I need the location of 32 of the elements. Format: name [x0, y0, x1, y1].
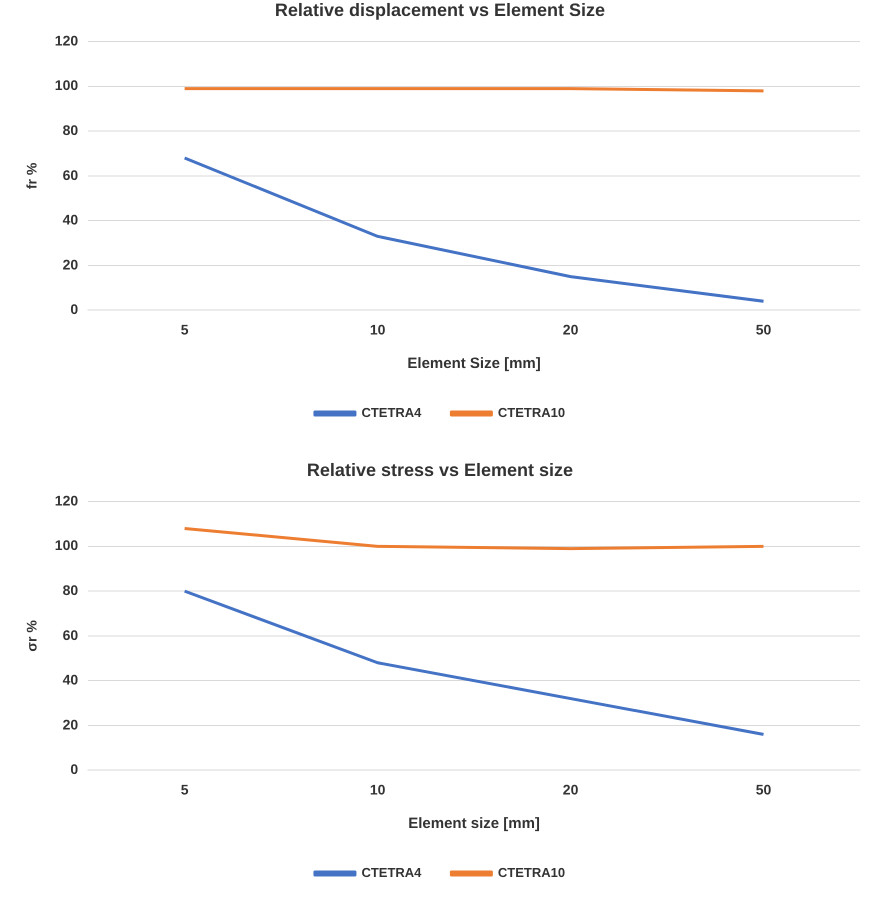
- y-tick-label: 20: [62, 256, 78, 272]
- x-tick-label: 10: [370, 781, 386, 798]
- y-tick-label: 60: [62, 626, 78, 643]
- y-tick-label: 20: [62, 716, 78, 732]
- y-tick-label: 0: [70, 301, 78, 318]
- x-tick-label: 20: [562, 781, 579, 798]
- x-tick-label: 50: [756, 781, 772, 798]
- y-tick-label: 100: [54, 537, 78, 554]
- y-tick-label: 80: [62, 122, 78, 138]
- y-tick-label: 40: [62, 212, 78, 228]
- chart-title: Relative displacement vs Element Size: [274, 0, 606, 20]
- legend-label: CTETRA4: [361, 405, 422, 420]
- x-axis-title: Element size [mm]: [408, 815, 540, 832]
- chart-title: Relative stress vs Element size: [306, 460, 574, 480]
- x-tick-label: 20: [562, 321, 579, 338]
- y-tick-label: 0: [70, 761, 78, 778]
- y-axis-title: σr %: [23, 620, 40, 652]
- x-tick-label: 5: [180, 321, 189, 338]
- y-tick-label: 120: [54, 492, 78, 508]
- x-tick-label: 10: [370, 321, 386, 338]
- y-axis-title: fr %: [23, 162, 40, 190]
- y-tick-label: 40: [62, 672, 78, 688]
- y-tick-label: 80: [62, 582, 78, 598]
- x-tick-label: 50: [756, 321, 772, 338]
- y-tick-label: 100: [54, 77, 78, 94]
- x-axis-title: Element Size [mm]: [407, 355, 541, 372]
- x-tick-label: 5: [180, 781, 189, 798]
- legend-label: CTETRA10: [498, 865, 566, 880]
- y-tick-label: 120: [54, 32, 78, 48]
- y-tick-label: 60: [62, 166, 78, 183]
- legend-label: CTETRA10: [498, 405, 566, 420]
- legend-label: CTETRA4: [361, 865, 422, 880]
